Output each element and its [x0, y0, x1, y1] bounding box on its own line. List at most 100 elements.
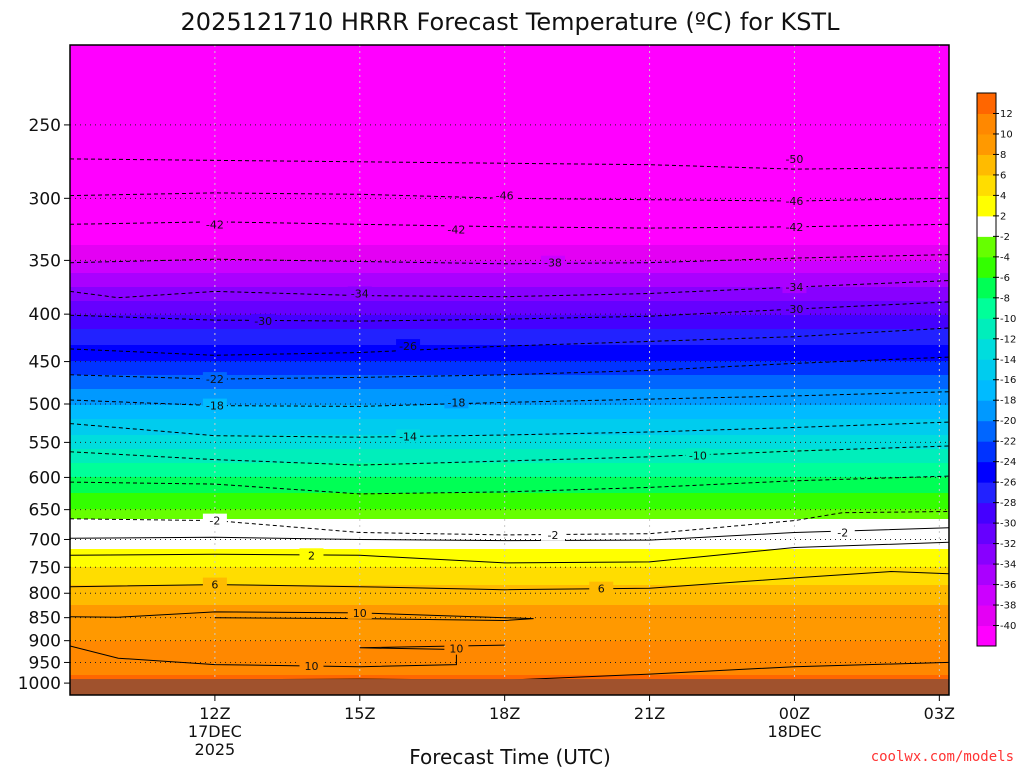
temperature-band: [70, 355, 949, 358]
colorbar-label: -14: [1000, 355, 1016, 366]
temperature-band: [70, 317, 949, 320]
temperature-band: [70, 277, 949, 280]
isotherm-label: -2: [209, 515, 220, 528]
isotherm-label: 10: [353, 607, 367, 620]
colorbar-swatch: [977, 584, 996, 606]
isotherm-label-bg: [444, 641, 469, 655]
y-tick-label: 450: [29, 353, 61, 373]
temperature-band: [70, 333, 949, 336]
temperature-band: [70, 395, 949, 398]
temperature-band: [70, 145, 949, 148]
colorbar-label: -8: [1000, 293, 1010, 304]
temperature-band: [70, 465, 949, 468]
temperature-band: [70, 291, 949, 294]
temperature-band: [70, 363, 949, 366]
temperature-band: [70, 51, 949, 54]
temperature-band: [70, 447, 949, 450]
temperature-band: [70, 373, 949, 376]
credit-link[interactable]: coolwx.com/models: [871, 749, 1014, 765]
temperature-band: [70, 409, 949, 412]
colorbar-label: -28: [1000, 498, 1016, 509]
colorbar-swatch: [977, 154, 996, 176]
colorbar-label: 12: [1000, 109, 1013, 120]
temperature-band: [70, 97, 949, 100]
temperature-band: [70, 117, 949, 120]
temperature-band: [70, 523, 949, 526]
temperature-band: [70, 643, 949, 646]
temperature-band: [70, 655, 949, 658]
temperature-band: [70, 165, 949, 168]
temperature-band: [70, 567, 949, 570]
temperature-band: [70, 339, 949, 342]
temperature-band: [70, 563, 949, 566]
temperature-band: [70, 507, 949, 510]
isotherm-label: 10: [304, 660, 318, 673]
temperature-band: [70, 351, 949, 354]
temperature-band: [70, 131, 949, 134]
temperature-band: [70, 331, 949, 334]
isotherm-contour: [70, 421, 949, 438]
colorbar-swatch: [977, 379, 996, 401]
temperature-band: [70, 185, 949, 188]
temperature-band: [70, 353, 949, 356]
temperature-band: [70, 261, 949, 264]
isotherm-label-bg: [782, 193, 807, 207]
temperature-band: [70, 677, 949, 680]
temperature-band: [70, 469, 949, 472]
x-tick-label: 21Z: [634, 704, 665, 723]
colorbar-label: -32: [1000, 539, 1016, 550]
temperature-band: [70, 629, 949, 632]
temperature-band: [70, 227, 949, 230]
colorbar-label: 10: [1000, 129, 1013, 140]
isotherm-label-bg: [202, 513, 227, 527]
temperature-band: [70, 63, 949, 66]
temperature-band: [70, 499, 949, 502]
temperature-band: [70, 663, 949, 666]
y-tick-label: 250: [29, 116, 61, 136]
temperature-band: [70, 575, 949, 578]
x-tick-label: 18Z: [489, 704, 520, 723]
temperature-band: [70, 375, 949, 378]
x-tick-label: 00Z: [779, 704, 810, 723]
ground-surface: [70, 679, 949, 695]
temperature-band: [70, 635, 949, 638]
y-tick-label: 850: [29, 609, 61, 629]
temperature-band: [70, 61, 949, 64]
temperature-band: [70, 455, 949, 458]
temperature-band: [70, 275, 949, 278]
temperature-band: [70, 323, 949, 326]
isotherm-label: -46: [785, 195, 803, 208]
temperature-band: [70, 205, 949, 208]
colorbar-label: -26: [1000, 478, 1016, 489]
temperature-band: [70, 77, 949, 80]
temperature-band: [70, 621, 949, 624]
isotherm-label-bg: [251, 314, 276, 328]
temperature-band: [70, 403, 949, 406]
temperature-band: [70, 229, 949, 232]
temperature-band: [70, 529, 949, 532]
temperature-band: [70, 287, 949, 290]
x-tick-date: 17DEC: [188, 722, 242, 741]
temperature-band: [70, 519, 949, 522]
isotherm-label: -42: [447, 223, 465, 236]
isotherm-contour: [70, 611, 534, 622]
temperature-band: [70, 153, 949, 156]
temperature-band: [70, 471, 949, 474]
colorbar-swatch: [977, 297, 996, 319]
temperature-band: [70, 669, 949, 672]
temperature-band: [70, 281, 949, 284]
temperature-band: [70, 525, 949, 528]
temperature-band: [70, 517, 949, 520]
temperature-band: [70, 477, 949, 480]
colorbar-swatch: [977, 133, 996, 155]
temperature-band: [70, 249, 949, 252]
isotherm-label-bg: [492, 188, 517, 202]
temperature-band: [70, 633, 949, 636]
isotherm-label-bg: [685, 448, 710, 462]
temperature-band: [70, 577, 949, 580]
isotherm-contour: [70, 254, 949, 265]
temperature-band: [70, 433, 949, 436]
colorbar-swatch: [977, 543, 996, 565]
temperature-band: [70, 223, 949, 226]
